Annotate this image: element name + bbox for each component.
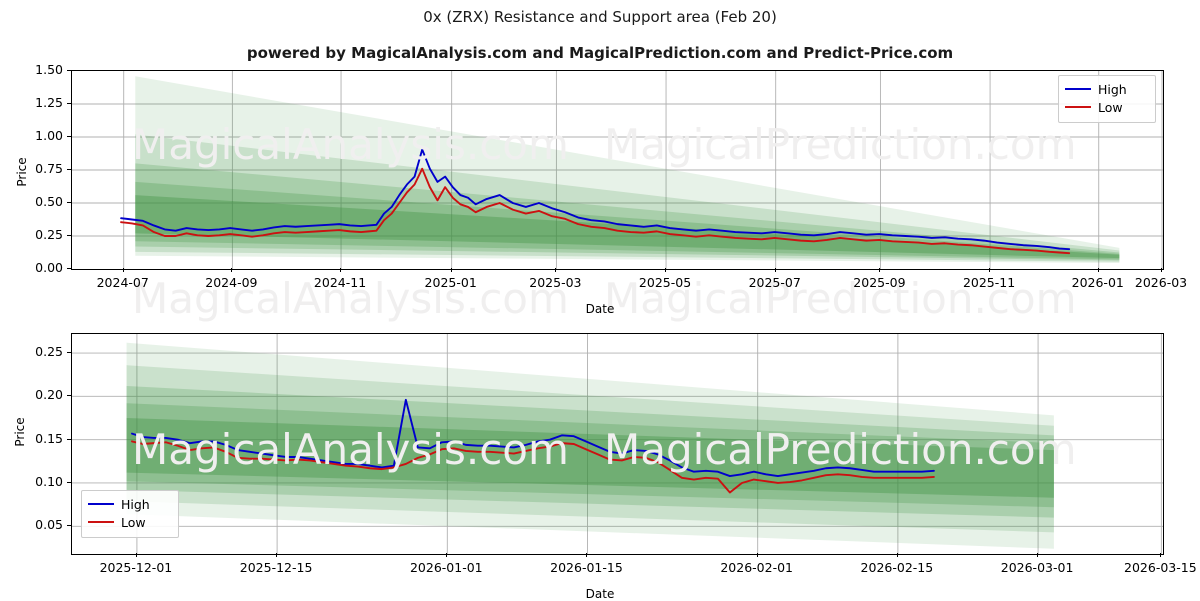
y-axis-tick-mark [67,268,71,269]
x-axis-tick-label: 2025-01 [424,275,477,290]
x-axis-tick-label: 2025-12-01 [99,560,173,575]
top-chart-plot-area [71,70,1164,270]
x-axis-tick-mark [774,268,776,272]
y-axis-tick-label: 0.25 [35,344,63,360]
y-axis-tick-mark [67,70,71,71]
x-axis-tick-mark [1097,268,1099,272]
x-axis-tick-mark [446,553,448,557]
legend-label-high: High [121,496,150,512]
x-axis-tick-mark [586,553,588,557]
x-axis-tick-mark [1161,268,1163,272]
y-axis-tick-label: 0.15 [35,430,63,446]
y-axis-tick-label: 1.25 [35,95,63,110]
legend-line-high [1065,88,1091,90]
x-axis-tick-label: 2026-01 [1071,275,1124,290]
x-axis-tick-label: 2025-09 [853,275,906,290]
x-axis-tick-mark [756,553,758,557]
bottom-chart-plot-area [71,333,1164,555]
y-axis-tick-label: 0.10 [35,473,63,489]
top-chart-panel: Price MagicalAnalysis.com MagicalPredicti… [15,62,1188,323]
y-axis-tick-label: 0.50 [35,194,63,209]
x-axis-tick-label: 2025-05 [638,275,692,290]
y-axis-tick-mark [67,103,71,104]
y-axis-tick-label: 0.05 [35,517,63,533]
legend-label-low: Low [1098,99,1123,115]
legend-line-low [88,521,114,523]
legend-label-high: High [1098,81,1127,97]
top-chart-xlabel: Date [585,302,615,316]
y-axis-tick-mark [67,169,71,170]
x-axis-tick-label: 2025-12-15 [239,560,313,575]
x-axis-tick-label: 2026-03-15 [1124,560,1197,575]
x-axis-tick-label: 2026-03-01 [1000,560,1074,575]
x-axis-tick-label: 2026-01-15 [550,560,623,575]
x-axis-tick-label: 2026-02-15 [860,560,934,575]
legend-entry-low: Low [88,513,170,531]
y-axis-tick-mark [67,525,71,527]
x-axis-tick-mark [340,268,342,272]
y-axis-tick-label: 0.20 [35,387,63,403]
x-axis-tick-mark [1160,553,1162,557]
x-axis-tick-mark [555,268,557,272]
page-title: 0x (ZRX) Resistance and Support area (Fe… [423,8,777,26]
x-axis-tick-mark [122,268,124,272]
y-axis-tick-label: 0.25 [35,227,63,242]
x-axis-tick-mark [879,268,881,272]
y-axis-tick-label: 0.75 [35,161,63,176]
y-axis-tick-mark [67,481,71,483]
y-axis-tick-mark [67,235,71,236]
x-axis-tick-label: 2024-11 [313,275,367,290]
y-axis-tick-mark [67,136,71,137]
legend-entry-high: High [88,495,170,513]
legend-label-low: Low [121,514,146,530]
x-axis-tick-mark [450,268,452,272]
x-axis-tick-label: 2026-02-01 [720,560,794,575]
x-axis-tick-mark [896,553,898,557]
legend-entry-low: Low [1065,98,1147,116]
y-axis-tick-mark [67,438,71,440]
x-axis-tick-mark [989,268,991,272]
y-axis-tick-mark [67,395,71,397]
x-axis-tick-label: 2025-03 [529,275,582,290]
y-axis-tick-mark [67,202,71,203]
y-axis-tick-label: 0.00 [35,260,63,275]
x-axis-tick-mark [1037,553,1039,557]
x-axis-tick-mark [231,268,233,272]
legend-entry-high: High [1065,80,1147,98]
page-subtitle: powered by MagicalAnalysis.com and Magic… [246,44,954,62]
legend-line-high [88,503,114,505]
x-axis-tick-label: 2026-03 [1134,275,1188,290]
x-axis-tick-mark [276,553,278,557]
x-axis-tick-label: 2024-07 [96,275,149,290]
bottom-chart-panel: Price MagicalAnalysis.com MagicalPredicti… [0,320,1200,601]
y-axis-tick-label: 1.50 [35,62,63,77]
legend-line-low [1065,106,1091,108]
x-axis-tick-label: 2024-09 [205,275,258,290]
x-axis-tick-mark [135,553,137,557]
top-chart-legend[interactable]: High Low [1058,75,1156,123]
y-axis-tick-label: 1.00 [35,128,63,143]
bottom-chart-xlabel: Date [585,587,615,601]
x-axis-tick-label: 2026-01-01 [409,560,483,575]
x-axis-tick-mark [665,268,667,272]
x-axis-tick-label: 2025-07 [748,275,801,290]
x-axis-tick-label: 2025-11 [962,275,1016,290]
bottom-chart-legend[interactable]: High Low [81,490,179,538]
y-axis-tick-mark [67,352,71,354]
